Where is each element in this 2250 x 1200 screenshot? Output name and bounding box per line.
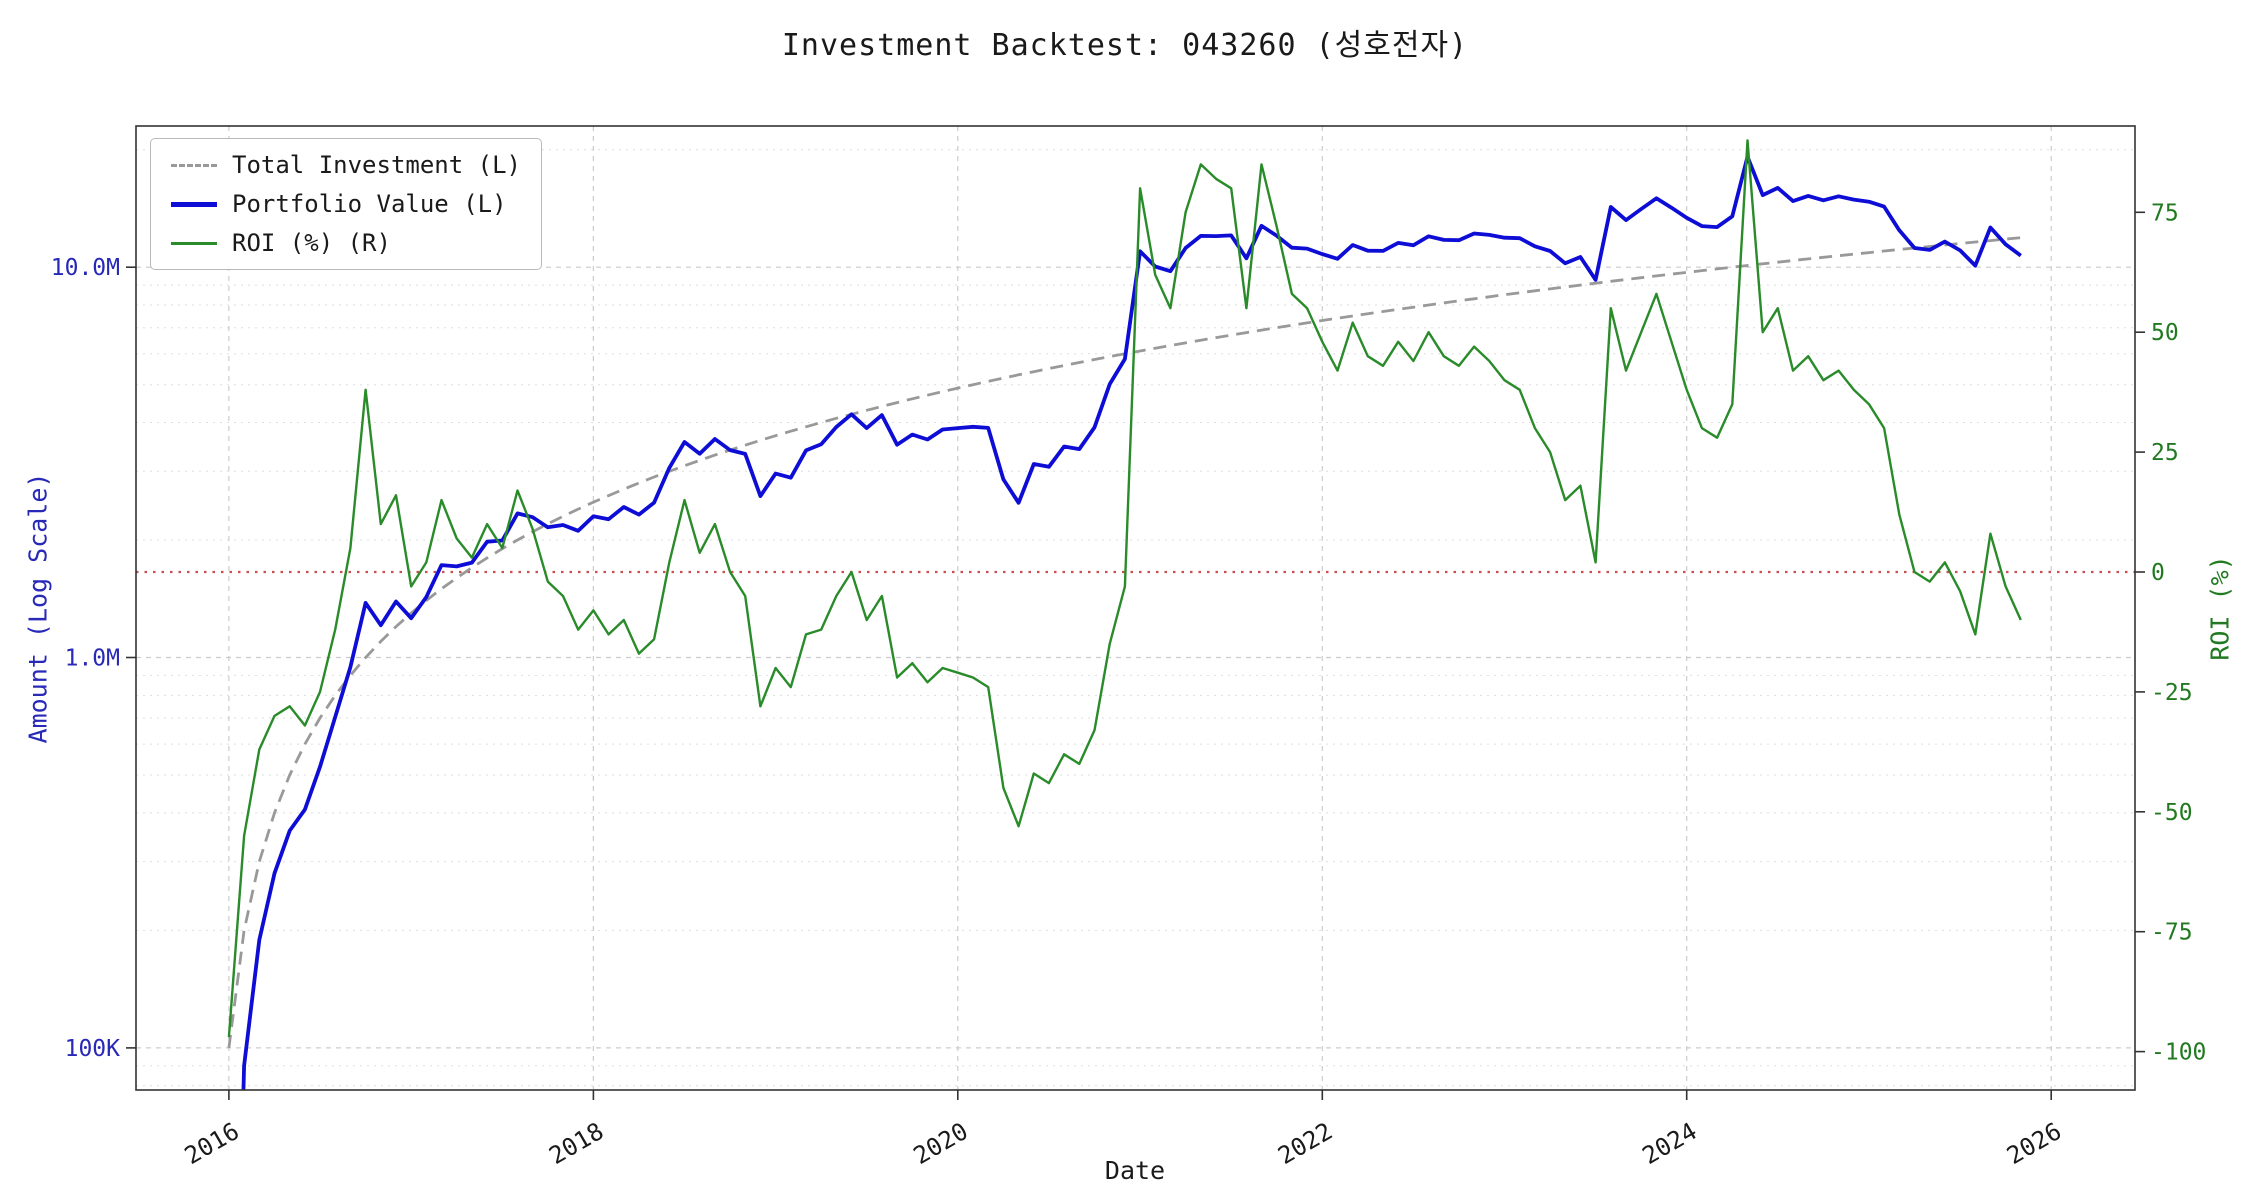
svg-text:-100: -100 (2151, 1040, 2206, 1066)
chart-title: Investment Backtest: 043260 (성호전자) (781, 28, 1469, 63)
svg-text:10.0M: 10.0M (51, 255, 120, 281)
svg-text:2026: 2026 (2002, 1117, 2066, 1170)
legend-item-portfolio-value: Portfolio Value (L) (171, 190, 521, 218)
plot-border (135, 125, 2136, 1091)
legend-line-sample-portfolio (171, 201, 217, 207)
svg-text:2016: 2016 (180, 1117, 244, 1170)
svg-text:25: 25 (2151, 440, 2179, 466)
svg-text:2022: 2022 (1273, 1117, 1337, 1170)
legend-label-portfolio: Portfolio Value (L) (232, 190, 507, 218)
svg-text:75: 75 (2151, 200, 2179, 226)
svg-text:-25: -25 (2151, 680, 2193, 706)
legend-line-sample-roi (171, 241, 217, 245)
svg-text:-50: -50 (2151, 800, 2193, 826)
svg-text:100K: 100K (65, 1036, 121, 1062)
svg-text:1.0M: 1.0M (65, 646, 120, 672)
left-ticks (126, 266, 136, 1049)
legend-item-total-investment: Total Investment (L) (171, 151, 521, 179)
legend-item-roi: ROI (%) (R) (171, 229, 521, 257)
legend-label-investment: Total Investment (L) (232, 151, 521, 179)
svg-text:2024: 2024 (1638, 1117, 1702, 1170)
svg-text:2020: 2020 (909, 1117, 973, 1170)
svg-text:0: 0 (2151, 560, 2165, 586)
x-axis-label: Date (1104, 1156, 1166, 1185)
legend: Total Investment (L) Portfolio Value (L)… (150, 138, 542, 270)
left-axis-label: Amount (Log Scale) (23, 472, 53, 744)
right-tick-labels: -100 -75 -50 -25 0 25 50 75 (2151, 200, 2206, 1065)
svg-text:50: 50 (2151, 320, 2179, 346)
svg-text:-75: -75 (2151, 920, 2193, 946)
right-axis-label: ROI (%) (2205, 555, 2235, 661)
x-ticks (228, 1090, 2052, 1100)
right-ticks (2135, 211, 2145, 1053)
portfolio-value-line (241, 154, 2022, 1090)
legend-label-roi: ROI (%) (R) (232, 229, 391, 257)
roi-line (227, 139, 2022, 1038)
left-tick-labels: 100K 1.0M 10.0M (51, 255, 120, 1062)
svg-text:2018: 2018 (544, 1117, 608, 1170)
legend-line-sample-investment (171, 163, 217, 167)
